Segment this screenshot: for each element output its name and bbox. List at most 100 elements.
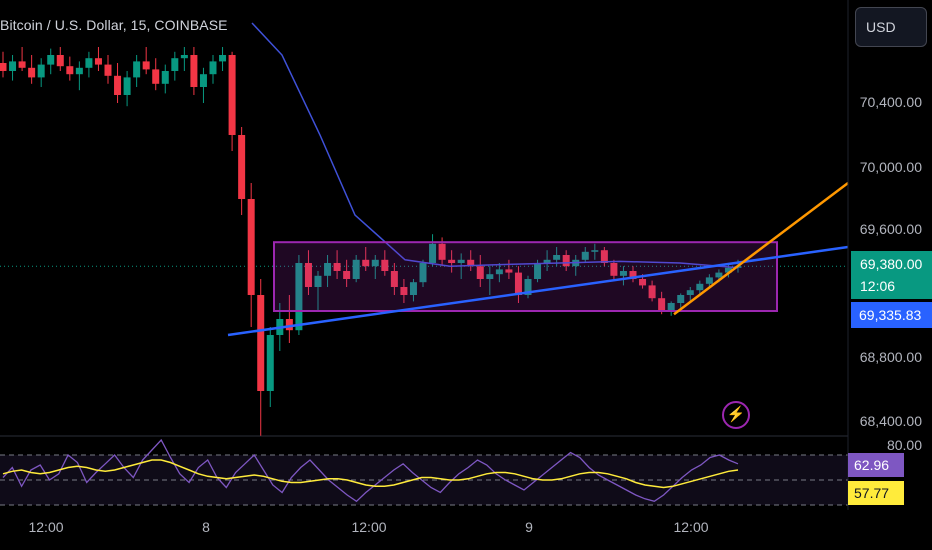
candle-body	[457, 259, 465, 263]
candle-body	[724, 267, 732, 273]
candle-body	[133, 61, 141, 78]
currency-button[interactable]: USD	[855, 7, 927, 47]
candle-body	[591, 250, 599, 252]
candle-body	[219, 55, 227, 62]
candle-body	[352, 259, 360, 279]
candle-body	[85, 58, 93, 68]
candle-body	[543, 259, 551, 263]
x-tick-label: 9	[525, 519, 533, 535]
candle-body	[705, 277, 713, 284]
y-tick-label: 68,400.00	[859, 413, 922, 429]
candle-body	[94, 58, 102, 65]
y-tick-label: 70,000.00	[859, 159, 922, 175]
candle-body	[285, 319, 293, 331]
y-tick-label: 68,800.00	[859, 349, 922, 365]
x-tick-label: 12:00	[673, 519, 709, 535]
candle-body	[180, 55, 188, 59]
last-price-value: 69,380.00	[860, 256, 923, 272]
candle-body	[0, 63, 7, 71]
candle-body	[362, 259, 370, 267]
y-tick-label: 69,600.00	[859, 221, 922, 237]
candle-body	[448, 259, 456, 263]
x-tick-label: 8	[202, 519, 210, 535]
chart-title: Bitcoin / U.S. Dollar, 15, COINBASE	[0, 17, 228, 33]
candle-body	[104, 64, 112, 76]
candle-body	[75, 67, 83, 75]
candle-body	[152, 69, 160, 84]
candle-body	[142, 61, 150, 70]
moving-average-line	[251, 22, 739, 269]
candle-body	[505, 269, 513, 273]
candle-body	[639, 279, 647, 286]
candle-body	[257, 295, 265, 391]
candle-body	[600, 250, 608, 263]
bar-countdown: 12:06	[860, 278, 896, 294]
candle-body	[266, 335, 274, 391]
candle-body	[295, 263, 303, 331]
candle-body	[400, 287, 408, 295]
x-tick-label: 12:00	[351, 519, 387, 535]
candle-body	[304, 263, 312, 287]
candle-body	[438, 243, 446, 260]
candle-body	[199, 74, 207, 87]
candle-body	[161, 71, 169, 84]
rsi-value-badge: 62.96	[848, 453, 904, 477]
candle-body	[390, 271, 398, 287]
x-tick-label: 12:00	[28, 519, 64, 535]
candle-body	[629, 271, 637, 279]
candle-body	[190, 55, 198, 87]
candle-body	[66, 66, 74, 75]
candle-body	[9, 61, 17, 71]
candle-body	[677, 295, 685, 303]
candle-body	[715, 272, 723, 278]
candle-body	[696, 283, 704, 291]
candle-body	[47, 55, 55, 65]
candle-body	[524, 279, 532, 295]
candle-body	[371, 259, 379, 267]
last-price-badge: 69,380.00 12:06	[851, 251, 932, 299]
candle-body	[123, 77, 131, 95]
candle-body	[381, 259, 389, 271]
trendline-price-badge: 69,335.83	[851, 302, 932, 328]
rsi-ma-value-badge: 57.77	[848, 481, 904, 505]
candle-body	[467, 259, 475, 267]
candle-body	[429, 243, 437, 263]
candle-body	[419, 263, 427, 283]
candle-body	[343, 271, 351, 279]
wedge-line	[673, 182, 849, 316]
candle-body	[247, 199, 255, 295]
candle-body	[171, 58, 179, 71]
candle-body	[619, 271, 627, 276]
candle-body	[486, 274, 494, 279]
candle-body	[409, 282, 417, 295]
candle-body	[534, 263, 542, 279]
candle-body	[324, 263, 332, 276]
candle-body	[238, 135, 246, 199]
lightning-icon[interactable]: ⚡	[722, 401, 750, 429]
candle-body	[648, 285, 656, 299]
candle-body	[28, 67, 36, 78]
candle-body	[553, 255, 561, 260]
candle-body	[209, 61, 217, 75]
y-tick-label: 70,400.00	[859, 94, 922, 110]
candle-body	[114, 75, 122, 95]
candle-body	[667, 303, 675, 311]
range-box	[273, 241, 778, 312]
candle-body	[581, 251, 589, 260]
candle-body	[56, 55, 64, 67]
candle-body	[314, 275, 322, 287]
candle-body	[562, 255, 570, 267]
candle-body	[514, 272, 522, 295]
candle-body	[476, 266, 484, 279]
rsi-line	[2, 438, 739, 503]
rsi-top-label: 80.00	[886, 437, 922, 453]
candle-body	[686, 290, 694, 295]
candle-body	[37, 64, 45, 78]
candle-body	[610, 263, 618, 276]
rsi-ma-line	[2, 459, 739, 489]
candle-body	[658, 298, 666, 311]
candle-body	[228, 55, 236, 135]
candle-body	[495, 269, 503, 275]
